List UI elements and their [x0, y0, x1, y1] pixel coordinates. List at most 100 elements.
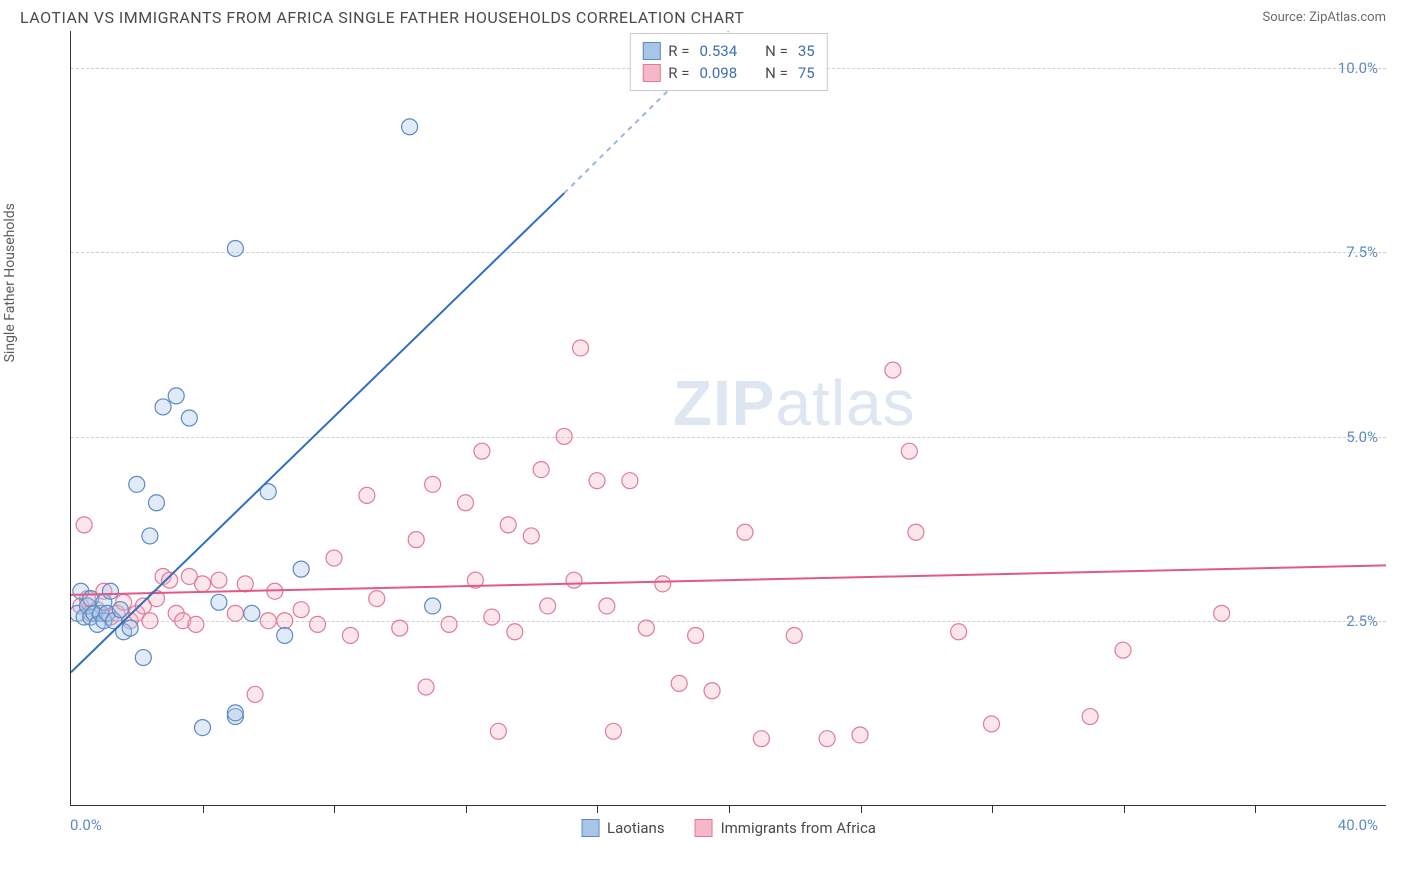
r-value-africa: 0.098: [699, 64, 737, 82]
point-africa: [500, 517, 516, 533]
point-africa: [392, 620, 408, 636]
legend-row-africa: R = 0.098 N = 75: [642, 62, 814, 84]
plot-svg: [71, 31, 1386, 805]
point-africa: [162, 572, 178, 588]
swatch-africa-bottom: [695, 819, 713, 837]
point-africa: [984, 716, 1000, 732]
point-africa: [908, 524, 924, 540]
point-africa: [247, 686, 263, 702]
x-axis-max-label: 40.0%: [1338, 816, 1378, 834]
point-africa: [556, 428, 572, 444]
point-africa: [533, 462, 549, 478]
y-axis-label: Single Father Households: [2, 203, 18, 362]
r-value-laotians: 0.534: [699, 42, 737, 60]
point-africa: [76, 517, 92, 533]
point-africa: [441, 616, 457, 632]
swatch-africa: [642, 64, 660, 82]
point-laotian: [181, 410, 197, 426]
point-africa: [507, 624, 523, 640]
point-africa: [474, 443, 490, 459]
point-africa: [293, 602, 309, 618]
point-laotian: [168, 388, 184, 404]
point-africa: [622, 473, 638, 489]
point-africa: [326, 550, 342, 566]
correlation-legend: R = 0.534 N = 35 R = 0.098 N = 75: [629, 33, 827, 91]
chart-title: LAOTIAN VS IMMIGRANTS FROM AFRICA SINGLE…: [20, 8, 744, 27]
point-laotian: [148, 495, 164, 511]
point-africa: [237, 576, 253, 592]
point-laotian: [211, 594, 227, 610]
swatch-laotians-bottom: [581, 819, 599, 837]
point-africa: [195, 576, 211, 592]
point-africa: [260, 613, 276, 629]
point-laotian: [195, 720, 211, 736]
point-laotian: [155, 399, 171, 415]
point-africa: [418, 679, 434, 695]
r-label-africa: R =: [668, 64, 689, 82]
point-africa: [671, 675, 687, 691]
legend-row-laotians: R = 0.534 N = 35: [642, 40, 814, 62]
point-africa: [425, 476, 441, 492]
point-africa: [885, 362, 901, 378]
point-africa: [605, 723, 621, 739]
point-africa: [359, 487, 375, 503]
point-africa: [540, 598, 556, 614]
point-africa: [211, 572, 227, 588]
n-value-laotians: 35: [798, 42, 815, 60]
point-africa: [369, 591, 385, 607]
point-africa: [704, 683, 720, 699]
point-africa: [573, 340, 589, 356]
point-laotian: [227, 240, 243, 256]
point-laotian: [142, 528, 158, 544]
point-africa: [227, 605, 243, 621]
legend-item-laotians: Laotians: [581, 819, 665, 837]
point-africa: [599, 598, 615, 614]
trendline-laotian: [71, 193, 564, 672]
point-africa: [310, 616, 326, 632]
point-africa: [737, 524, 753, 540]
point-africa: [566, 572, 582, 588]
point-africa: [655, 576, 671, 592]
point-africa: [523, 528, 539, 544]
point-africa: [408, 532, 424, 548]
plot-area: ZIPatlas R = 0.534 N = 35 R = 0.098 N = …: [70, 31, 1386, 806]
point-africa: [458, 495, 474, 511]
x-axis-min-label: 0.0%: [70, 816, 102, 834]
series-legend: Laotians Immigrants from Africa: [581, 819, 876, 837]
point-laotian: [122, 620, 138, 636]
source-label: Source: ZipAtlas.com: [1262, 10, 1386, 25]
point-laotian: [227, 705, 243, 721]
point-africa: [490, 723, 506, 739]
point-africa: [142, 613, 158, 629]
trendline-africa: [71, 565, 1386, 594]
point-africa: [589, 473, 605, 489]
legend-label-laotians: Laotians: [607, 819, 665, 837]
point-laotian: [293, 561, 309, 577]
chart-container: Single Father Households ZIPatlas R = 0.…: [20, 31, 1386, 836]
swatch-laotians: [642, 42, 660, 60]
point-africa: [484, 609, 500, 625]
point-africa: [951, 624, 967, 640]
point-africa: [1082, 709, 1098, 725]
legend-item-africa: Immigrants from Africa: [695, 819, 876, 837]
r-label-laotians: R =: [668, 42, 689, 60]
point-africa: [1115, 642, 1131, 658]
point-africa: [277, 613, 293, 629]
point-africa: [819, 731, 835, 747]
point-africa: [901, 443, 917, 459]
point-africa: [342, 627, 358, 643]
point-africa: [688, 627, 704, 643]
point-laotian: [129, 476, 145, 492]
point-laotian: [135, 650, 151, 666]
point-africa: [753, 731, 769, 747]
point-laotian: [277, 627, 293, 643]
legend-label-africa: Immigrants from Africa: [721, 819, 876, 837]
point-laotian: [244, 605, 260, 621]
point-africa: [852, 727, 868, 743]
point-africa: [188, 616, 204, 632]
point-laotian: [102, 583, 118, 599]
point-laotian: [425, 598, 441, 614]
n-label-africa: N =: [765, 64, 788, 82]
point-africa: [786, 627, 802, 643]
point-laotian: [112, 602, 128, 618]
